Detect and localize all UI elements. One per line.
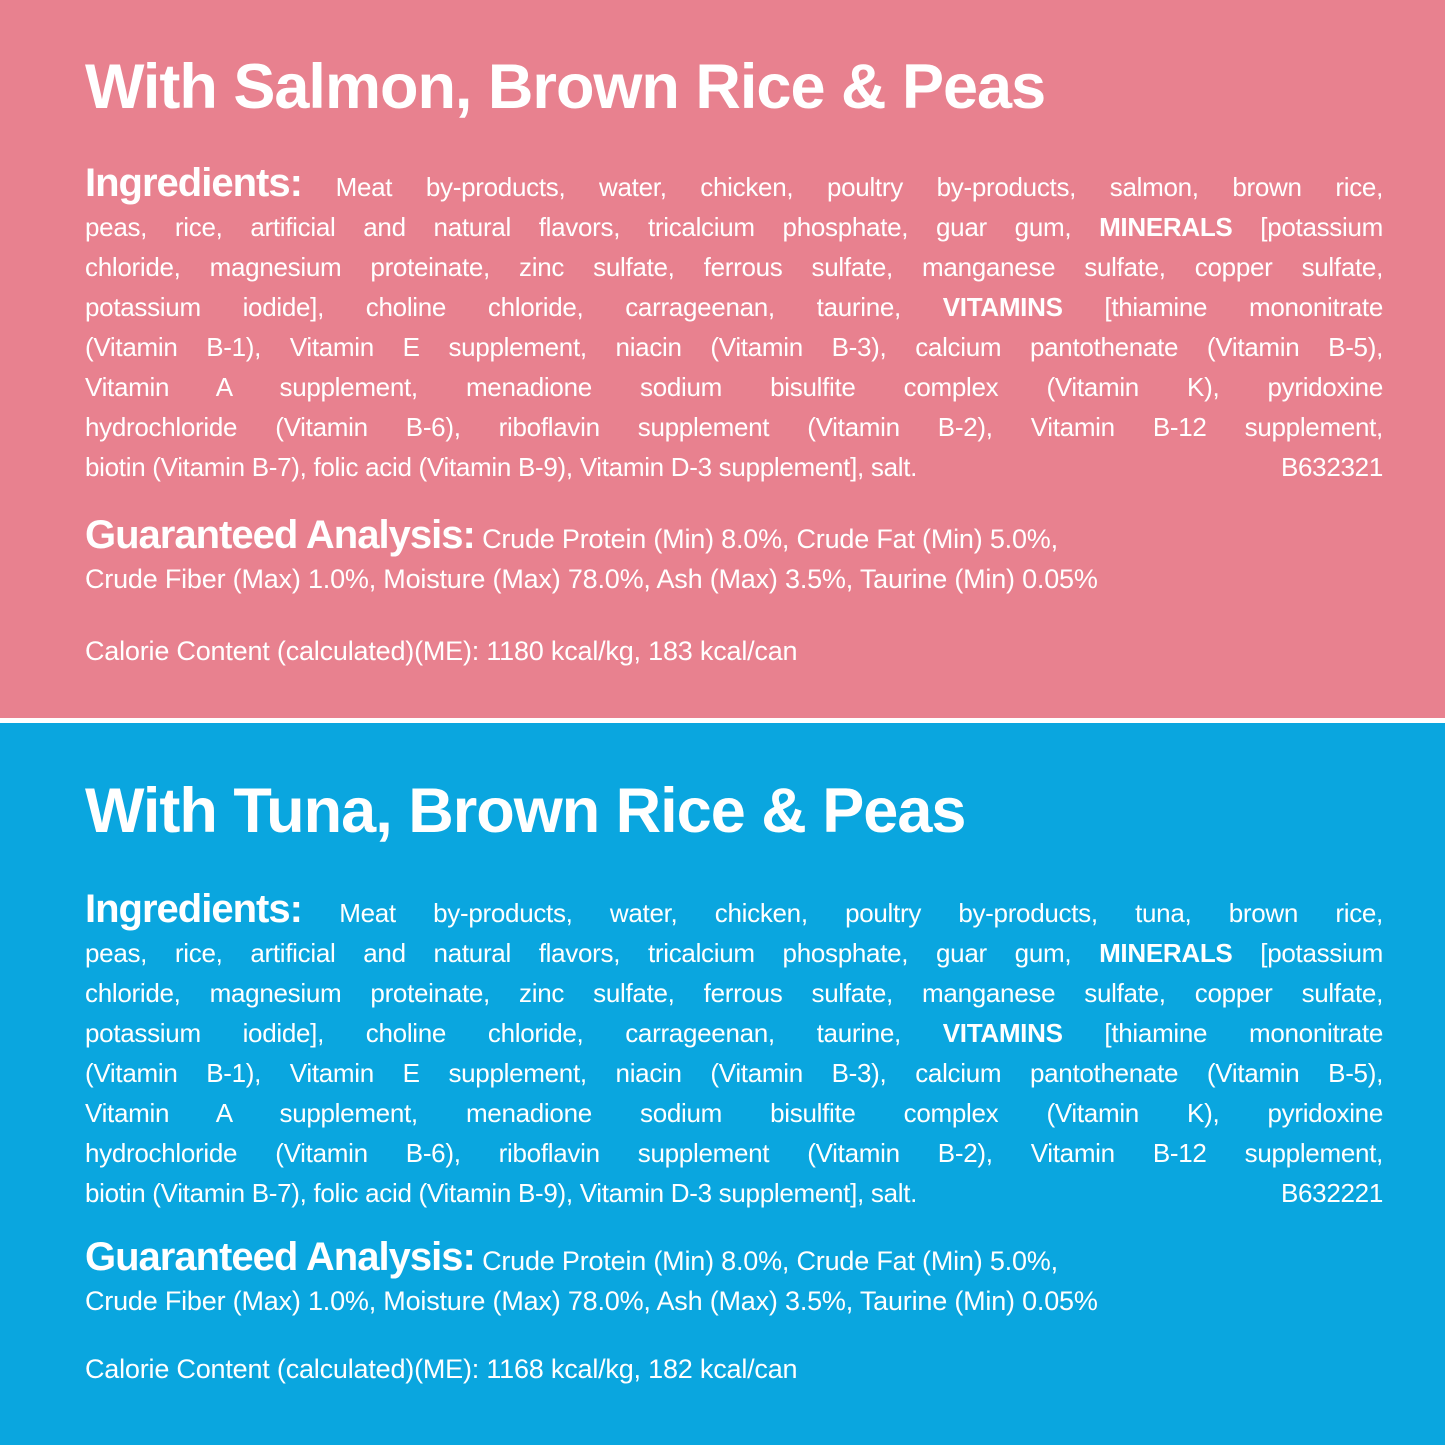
analysis-first-line: Guaranteed Analysis: Crude Protein (Min)… bbox=[85, 515, 1383, 559]
section-divider bbox=[0, 718, 1445, 723]
text-line: (Vitamin B-1), Vitamin E supplement, nia… bbox=[85, 1058, 1383, 1088]
text-line: chloride, magnesium proteinate, zinc sul… bbox=[85, 252, 1383, 282]
text-line: Vitamin A supplement, menadione sodium b… bbox=[85, 1098, 1383, 1128]
batch-code: B632321 bbox=[1280, 452, 1383, 482]
calorie-content: Calorie Content (calculated)(ME): 1168 k… bbox=[85, 1354, 798, 1384]
salmon-panel: With Salmon, Brown Rice & Peas Ingredien… bbox=[0, 0, 1445, 718]
analysis-second-line: Crude Fiber (Max) 1.0%, Moisture (Max) 7… bbox=[85, 1286, 1098, 1316]
text-line: chloride, magnesium proteinate, zinc sul… bbox=[85, 978, 1383, 1008]
text-line: Vitamin A supplement, menadione sodium b… bbox=[85, 372, 1383, 402]
analysis-second-line: Crude Fiber (Max) 1.0%, Moisture (Max) 7… bbox=[85, 564, 1098, 594]
ingredients-first-text: Meat by-products, water, chicken, poultr… bbox=[335, 172, 1384, 202]
analysis-line1-text: Crude Protein (Min) 8.0%, Crude Fat (Min… bbox=[482, 524, 1058, 554]
ingredients-last-text: biotin (Vitamin B-7), folic acid (Vitami… bbox=[85, 452, 918, 482]
batch-code: B632221 bbox=[1280, 1178, 1383, 1208]
ingredients-lines: peas, rice, artificial and natural flavo… bbox=[85, 207, 1383, 447]
ingredients-paragraph: Ingredients: Meat by-products, water, ch… bbox=[85, 163, 1383, 487]
text-line: hydrochloride (Vitamin B-6), riboflavin … bbox=[85, 412, 1383, 442]
ingredients-first-text: Meat by-products, water, chicken, poultr… bbox=[339, 898, 1383, 928]
text-line: potassium iodide], choline chloride, car… bbox=[85, 292, 1383, 322]
product-title-tuna: With Tuna, Brown Rice & Peas bbox=[85, 776, 966, 846]
tuna-panel: With Tuna, Brown Rice & Peas Ingredients… bbox=[0, 723, 1445, 1445]
ingredients-paragraph: Ingredients: Meat by-products, water, ch… bbox=[85, 889, 1383, 1213]
ingredients-last-line: biotin (Vitamin B-7), folic acid (Vitami… bbox=[85, 447, 1383, 487]
ingredients-label: Ingredients: bbox=[85, 161, 303, 205]
analysis-line1-text: Crude Protein (Min) 8.0%, Crude Fat (Min… bbox=[482, 1246, 1058, 1276]
product-title-salmon: With Salmon, Brown Rice & Peas bbox=[85, 52, 1046, 122]
text-line: peas, rice, artificial and natural flavo… bbox=[85, 212, 1383, 242]
text-line: hydrochloride (Vitamin B-6), riboflavin … bbox=[85, 1138, 1383, 1168]
guaranteed-analysis: Guaranteed Analysis: Crude Protein (Min)… bbox=[85, 515, 1383, 599]
text-line: (Vitamin B-1), Vitamin E supplement, nia… bbox=[85, 332, 1383, 362]
ingredients-last-line: biotin (Vitamin B-7), folic acid (Vitami… bbox=[85, 1173, 1383, 1213]
text-line: peas, rice, artificial and natural flavo… bbox=[85, 938, 1383, 968]
analysis-first-line: Guaranteed Analysis: Crude Protein (Min)… bbox=[85, 1237, 1383, 1281]
guaranteed-analysis: Guaranteed Analysis: Crude Protein (Min)… bbox=[85, 1237, 1383, 1321]
ingredients-first-line: Ingredients: Meat by-products, water, ch… bbox=[85, 889, 1383, 933]
ingredients-label: Ingredients: bbox=[85, 887, 303, 931]
text-line: potassium iodide], choline chloride, car… bbox=[85, 1018, 1383, 1048]
analysis-label: Guaranteed Analysis: bbox=[85, 1235, 476, 1279]
calorie-content: Calorie Content (calculated)(ME): 1180 k… bbox=[85, 636, 798, 666]
ingredients-first-line: Ingredients: Meat by-products, water, ch… bbox=[85, 163, 1383, 207]
ingredients-lines: peas, rice, artificial and natural flavo… bbox=[85, 933, 1383, 1173]
analysis-label: Guaranteed Analysis: bbox=[85, 513, 476, 557]
ingredients-last-text: biotin (Vitamin B-7), folic acid (Vitami… bbox=[85, 1178, 918, 1208]
